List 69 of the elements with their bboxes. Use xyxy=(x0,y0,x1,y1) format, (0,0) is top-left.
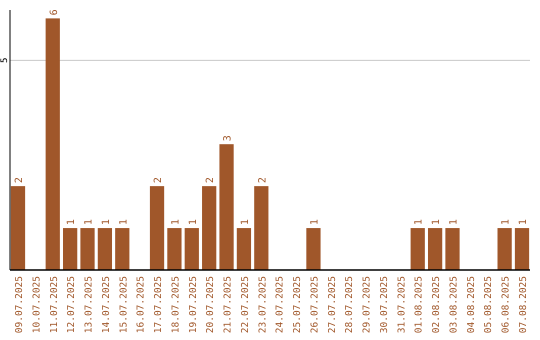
data-label: 1 xyxy=(309,219,320,226)
bar xyxy=(63,228,78,270)
x-tick-label: 13.07.2025 xyxy=(84,276,95,334)
bar xyxy=(410,228,425,270)
x-tick-label: 20.07.2025 xyxy=(205,276,216,334)
bar xyxy=(428,228,442,270)
x-tick-label: 16.07.2025 xyxy=(136,276,147,334)
data-label: 2 xyxy=(205,177,216,184)
data-label: 6 xyxy=(48,9,60,16)
data-label: 1 xyxy=(414,219,425,226)
data-label: 1 xyxy=(188,219,199,226)
x-tick-label: 30.07.2025 xyxy=(378,276,390,334)
x-tick-label: 24.07.2025 xyxy=(274,276,286,334)
bar xyxy=(236,228,252,270)
data-label: 1 xyxy=(500,219,512,226)
bar xyxy=(10,186,26,270)
data-label: 2 xyxy=(153,177,164,184)
x-tick-label: 18.07.2025 xyxy=(170,276,182,334)
x-tick-label: 26.07.2025 xyxy=(309,276,320,334)
x-tick-label: 02.08.2025 xyxy=(431,276,442,334)
bar xyxy=(80,228,95,270)
x-tick-label: 19.07.2025 xyxy=(188,276,199,334)
data-label: 3 xyxy=(222,135,234,142)
x-tick-label: 03.08.2025 xyxy=(448,276,460,334)
data-label: 1 xyxy=(84,219,95,226)
x-tick-label: 28.07.2025 xyxy=(344,276,356,334)
bar xyxy=(514,228,530,270)
x-tick-label: 06.08.2025 xyxy=(500,276,512,334)
x-tick-label: 07.08.2025 xyxy=(518,276,530,334)
bar xyxy=(46,18,60,270)
x-tick-label: 11.07.2025 xyxy=(48,276,60,334)
data-label: 1 xyxy=(100,219,112,226)
x-tick-label: 05.08.2025 xyxy=(483,276,494,334)
data-label: 2 xyxy=(14,177,25,184)
data-label: 1 xyxy=(431,219,442,226)
x-tick-label: 15.07.2025 xyxy=(118,276,130,334)
y-tick-label: 5 xyxy=(0,58,10,64)
x-tick-label: 01.08.2025 xyxy=(414,276,425,334)
bar xyxy=(445,228,460,270)
bar xyxy=(306,228,321,270)
x-tick-label: 31.07.2025 xyxy=(396,276,408,334)
data-label: 1 xyxy=(448,219,460,226)
data-label: 1 xyxy=(170,219,182,226)
bar xyxy=(98,228,112,270)
bar xyxy=(167,228,182,270)
x-tick-label: 09.07.2025 xyxy=(14,276,25,334)
data-label: 1 xyxy=(518,219,530,226)
data-label: 1 xyxy=(66,219,78,226)
data-label: 2 xyxy=(257,177,268,184)
x-tick-label: 22.07.2025 xyxy=(240,276,251,334)
x-tick-label: 10.07.2025 xyxy=(31,276,42,334)
bar xyxy=(202,186,216,270)
data-label: 1 xyxy=(118,219,130,226)
x-tick-label: 14.07.2025 xyxy=(100,276,112,334)
x-tick-label: 21.07.2025 xyxy=(222,276,234,334)
x-tick-label: 12.07.2025 xyxy=(66,276,78,334)
bar xyxy=(115,228,130,270)
bar xyxy=(498,228,512,270)
x-tick-label: 29.07.2025 xyxy=(362,276,373,334)
x-tick-label: 04.08.2025 xyxy=(466,276,477,334)
bar xyxy=(254,186,268,270)
bar xyxy=(219,144,234,270)
bar xyxy=(150,186,164,270)
data-label: 1 xyxy=(240,219,251,226)
x-tick-label: 25.07.2025 xyxy=(292,276,304,334)
x-tick-label: 27.07.2025 xyxy=(326,276,338,334)
bar xyxy=(184,228,199,270)
x-tick-label: 17.07.2025 xyxy=(153,276,164,334)
x-tick-label: 23.07.2025 xyxy=(257,276,268,334)
